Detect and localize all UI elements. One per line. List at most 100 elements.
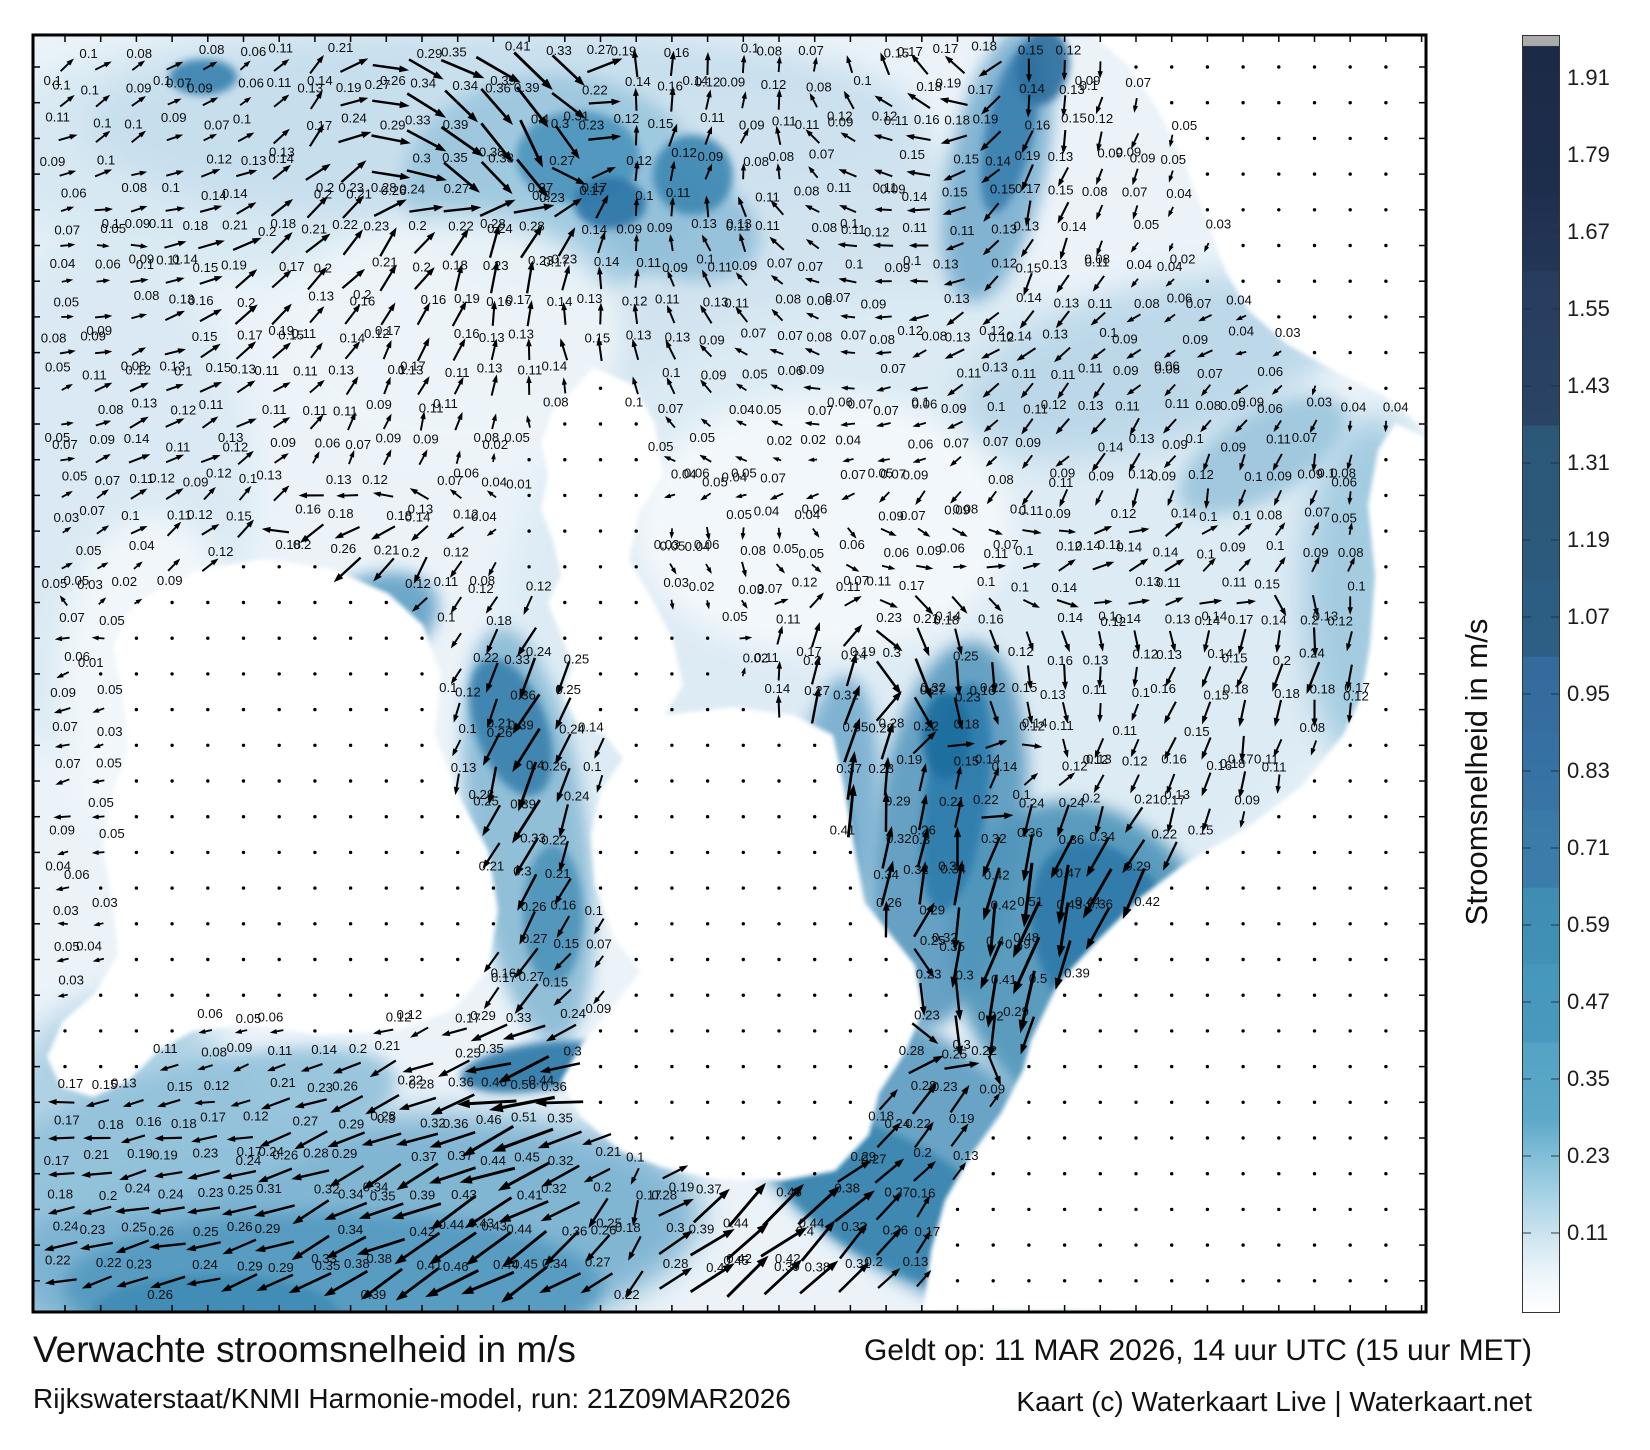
speed-label: 0.07 [586,937,612,952]
flow-arrow: 0.45 [500,1256,548,1303]
grid-dot [206,707,210,712]
grid-dot [634,815,638,819]
flow-arrow: 0.21 [372,255,398,292]
grid-dot [277,636,281,640]
flow-arrow: 0.17 [968,82,1001,115]
speed-label: 0.09 [1220,398,1246,413]
flow-arrow: 0.11 [1019,503,1043,535]
flow-arrow: 0.07 [1292,419,1318,445]
speed-label: 0.1 [1013,787,1031,802]
grid-dot [955,1279,960,1283]
flow-arrow: 0.06 [908,436,933,463]
grid-dot [705,743,710,747]
flow-arrow: 0.12 [523,579,552,615]
flow-arrow: 0.33 [546,43,585,86]
speed-label: 0.05 [76,543,102,558]
speed-label: 0.05 [722,609,748,624]
speed-label: 0.18 [954,716,980,731]
speed-label: 0.38 [344,1256,370,1271]
flow-arrow: 0.44 [797,1185,841,1230]
speed-label: 0.06 [95,257,121,272]
flow-arrow: 0.11 [724,295,749,323]
grid-dot [384,957,388,962]
flow-arrow: 0.42 [1122,868,1160,920]
flow-arrow: 0.12 [125,363,151,393]
speed-label: 0.14 [683,73,709,88]
flow-arrow: 0.27 [293,1114,328,1150]
flow-arrow: 0.12 [1019,718,1045,749]
flow-arrow: 0.25 [115,1220,150,1254]
speed-label: 0.28 [519,219,545,234]
speed-label: 0.14 [1153,544,1179,559]
flow-arrow: 0.17 [581,166,616,195]
grid-dot [1098,1029,1103,1033]
grid-dot [134,815,139,819]
speed-label: 0.04 [671,467,697,482]
speed-label: 0.02 [743,650,769,665]
flow-arrow: 0.11 [1082,682,1107,723]
speed-label: 0.16 [910,1185,936,1200]
speed-label: 0.33 [520,831,546,846]
speed-label: 0.17 [237,328,263,343]
flow-arrow: 0.06 [238,76,264,106]
speed-label: 0.34 [452,78,478,93]
flow-arrow: 0.14 [1199,598,1227,624]
flow-arrow: 0.13 [1013,218,1039,258]
flow-arrow: 0.06 [694,526,719,552]
flow-arrow: 0.08 [756,43,782,73]
grid-dot [1277,815,1281,819]
speed-label: 0.12 [1056,539,1082,554]
speed-label: 0.16 [657,78,683,93]
speed-label: 0.06 [1257,364,1283,379]
flow-arrow: 0.11 [1112,723,1140,758]
flow-arrow: 0.18 [947,716,980,748]
flow-arrow: 0.13 [903,1254,932,1288]
speed-label: 0.2 [314,186,332,201]
speed-label: 0.13 [726,216,752,231]
grid-dot [705,993,710,997]
flow-arrow: 0.18 [1223,682,1249,727]
speed-label: 0.07 [204,117,230,132]
speed-label: 0.33 [841,1219,867,1234]
flow-arrow: 0.14 [1153,544,1185,572]
flow-arrow: 0.07 [876,361,906,392]
speed-label: 0.34 [1089,829,1115,844]
grid-dot [741,1136,745,1140]
speed-label: 0.32 [420,1116,446,1131]
flow-arrow: 0.2 [307,260,332,291]
flow-arrow: 0.13 [1054,295,1079,329]
flow-arrow: 0.39 [440,117,484,157]
grid-dot [420,743,424,747]
speed-label: 0.37 [411,1149,437,1164]
grid-dot [1312,993,1317,997]
grid-dot [384,922,388,926]
grid-dot [1098,1136,1103,1140]
flow-arrow: 0.17 [1228,735,1254,766]
flow-arrow: 0.05 [76,543,109,570]
speed-label: 0.14 [311,1042,337,1057]
grid-dot [777,815,781,819]
flow-arrow: 0.07 [95,473,120,499]
speed-label: 0.23 [307,1080,333,1095]
flow-arrow: 0.22 [541,832,569,873]
flow-arrow: 0.1 [977,574,1002,612]
speed-label: 0.15 [953,152,979,167]
flow-arrow: 0.32 [978,1009,1004,1058]
flow-arrow: 0.15 [1018,42,1044,83]
speed-label: 0.42 [991,898,1017,913]
grid-dot [1384,743,1388,747]
speed-label: 0.34 [338,1187,364,1202]
speed-label: 0.13 [1086,751,1112,766]
speed-label: 0.15 [942,185,968,200]
speed-label: 0.04 [721,469,747,484]
flow-arrow: 0.36 [1017,825,1043,882]
speed-label: 0.01 [78,655,104,670]
flow-arrow: 0.1 [1186,431,1211,472]
speed-label: 0.13 [1164,787,1190,802]
flow-arrow: 0.08 [543,377,569,409]
grid-dot [705,672,710,676]
speed-label: 0.13 [479,330,505,345]
grid-dot [384,636,388,640]
speed-label: 0.39 [443,117,469,132]
flow-arrow: 0.23 [363,219,397,257]
